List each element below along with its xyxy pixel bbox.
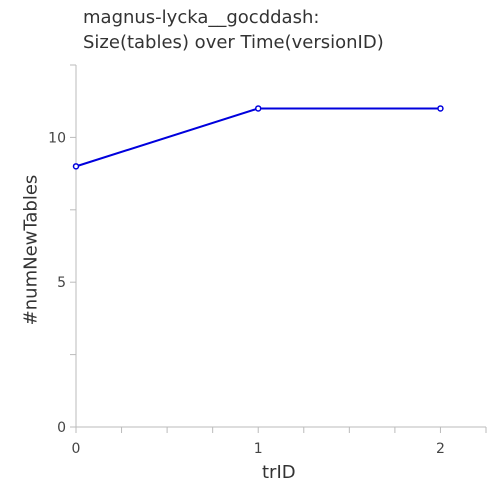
- y-tick-label: 0: [57, 420, 66, 436]
- y-axis-title: #numNewTables: [21, 175, 42, 326]
- data-point: [74, 164, 79, 169]
- data-point: [256, 106, 261, 111]
- y-tick-label: 5: [57, 275, 66, 291]
- y-tick-label: 10: [48, 130, 66, 146]
- series-line: [76, 108, 440, 166]
- data-point: [438, 106, 443, 111]
- x-tick-label: 2: [436, 441, 445, 457]
- x-axis-title: trID: [262, 462, 296, 483]
- x-tick-label: 0: [72, 441, 81, 457]
- x-tick-label: 1: [254, 441, 263, 457]
